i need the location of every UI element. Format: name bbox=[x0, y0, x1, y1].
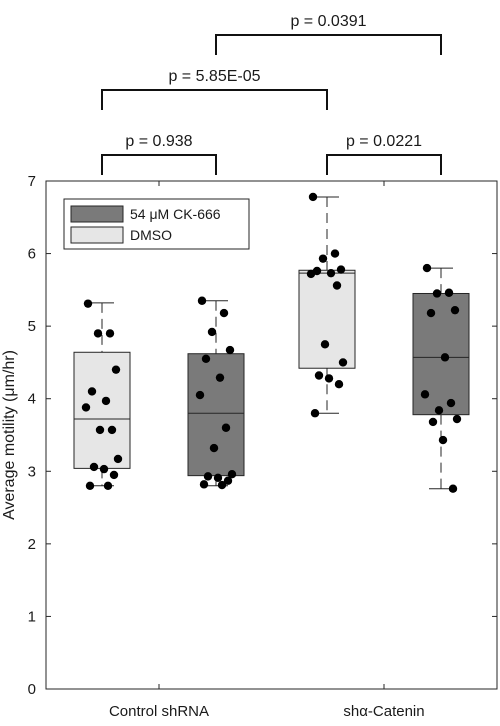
data-point bbox=[324, 374, 334, 383]
bracket-line bbox=[101, 89, 328, 110]
y-tick-label: 7 bbox=[28, 173, 36, 190]
y-axis-title: Average motility (μm/hr) bbox=[1, 350, 18, 520]
data-point bbox=[81, 403, 91, 412]
data-point bbox=[314, 371, 324, 380]
y-tick-label: 6 bbox=[28, 246, 36, 263]
data-point bbox=[432, 289, 442, 298]
bracket-line bbox=[326, 154, 442, 175]
data-point bbox=[201, 354, 211, 363]
data-point bbox=[221, 423, 231, 432]
box-group bbox=[412, 263, 470, 493]
data-point bbox=[225, 345, 235, 355]
data-point bbox=[330, 249, 340, 258]
significance-bracket: p = 0.938 bbox=[101, 133, 217, 175]
data-point bbox=[318, 254, 328, 263]
data-point bbox=[227, 469, 237, 479]
data-point bbox=[111, 365, 121, 374]
y-tick-label: 0 bbox=[28, 681, 36, 698]
data-point bbox=[438, 435, 448, 445]
data-point bbox=[99, 464, 109, 474]
data-point bbox=[83, 299, 93, 308]
significance-bracket: p = 0.0221 bbox=[326, 133, 442, 175]
x-category-label: shα-Catenin bbox=[343, 703, 424, 720]
data-point bbox=[444, 288, 454, 297]
data-point bbox=[434, 406, 444, 415]
data-point bbox=[338, 358, 348, 367]
box bbox=[73, 351, 131, 469]
data-point bbox=[209, 443, 219, 453]
box bbox=[187, 353, 245, 477]
legend-label: 54 μM CK-666 bbox=[130, 206, 221, 222]
data-point bbox=[109, 470, 119, 480]
bracket-line bbox=[101, 154, 217, 175]
data-point bbox=[306, 269, 316, 279]
data-point bbox=[334, 380, 344, 389]
data-point bbox=[428, 417, 438, 427]
significance-bracket: p = 0.0391 bbox=[215, 13, 442, 55]
data-point bbox=[213, 473, 223, 483]
data-point bbox=[113, 454, 123, 464]
p-value-label: p = 0.0391 bbox=[290, 13, 366, 30]
data-point bbox=[310, 409, 320, 418]
data-point bbox=[426, 308, 436, 318]
data-point bbox=[440, 353, 450, 362]
data-point bbox=[308, 192, 318, 202]
legend-swatch bbox=[70, 205, 124, 223]
data-point bbox=[332, 281, 342, 290]
data-point bbox=[207, 327, 217, 337]
data-point bbox=[223, 476, 233, 485]
data-point bbox=[107, 425, 117, 435]
data-point bbox=[103, 481, 113, 490]
data-point bbox=[320, 340, 330, 349]
data-point bbox=[89, 462, 99, 472]
data-point bbox=[452, 414, 462, 424]
box-group bbox=[73, 299, 131, 490]
legend-swatch bbox=[70, 226, 124, 244]
data-point bbox=[87, 387, 97, 396]
box-series bbox=[73, 192, 470, 493]
p-value-label: p = 5.85E-05 bbox=[168, 68, 260, 85]
y-tick-label: 5 bbox=[28, 318, 36, 335]
data-point bbox=[217, 480, 227, 490]
data-point bbox=[197, 296, 207, 305]
data-point bbox=[420, 390, 430, 399]
p-value-label: p = 0.0221 bbox=[346, 133, 422, 150]
data-point bbox=[215, 373, 225, 382]
data-point bbox=[450, 305, 460, 315]
data-point bbox=[326, 268, 336, 278]
legend: 54 μM CK-666 DMSO bbox=[63, 198, 250, 250]
axes: 0 1 2 3 4 5 6 7 Control shRNA shα-Catenin Average … bbox=[1, 173, 497, 720]
box bbox=[298, 269, 356, 369]
legend-label: DMSO bbox=[130, 227, 172, 243]
box-group bbox=[298, 192, 356, 418]
data-point bbox=[101, 396, 111, 406]
data-point bbox=[95, 425, 105, 435]
data-point bbox=[336, 265, 346, 274]
box-group bbox=[187, 296, 245, 490]
y-tick-label: 3 bbox=[28, 463, 36, 480]
data-point bbox=[199, 480, 209, 489]
data-point bbox=[203, 472, 213, 481]
y-tick-label: 1 bbox=[28, 608, 36, 625]
y-tick-label: 2 bbox=[28, 536, 36, 553]
data-point bbox=[93, 329, 103, 338]
data-point bbox=[195, 390, 205, 400]
p-value-label: p = 0.938 bbox=[125, 133, 192, 150]
significance-bracket: p = 5.85E-05 bbox=[101, 68, 328, 110]
data-point bbox=[422, 263, 432, 273]
significance-brackets: p = 0.938 p = 0.0221 p = 5.85E-05 p = 0.039… bbox=[101, 13, 442, 175]
data-point bbox=[105, 329, 115, 338]
data-point bbox=[448, 484, 458, 493]
data-point bbox=[446, 398, 456, 408]
x-category-label: Control shRNA bbox=[109, 703, 209, 720]
data-point bbox=[85, 481, 95, 490]
y-tick-label: 4 bbox=[28, 391, 36, 408]
data-point bbox=[219, 308, 229, 318]
bracket-line bbox=[215, 34, 442, 55]
